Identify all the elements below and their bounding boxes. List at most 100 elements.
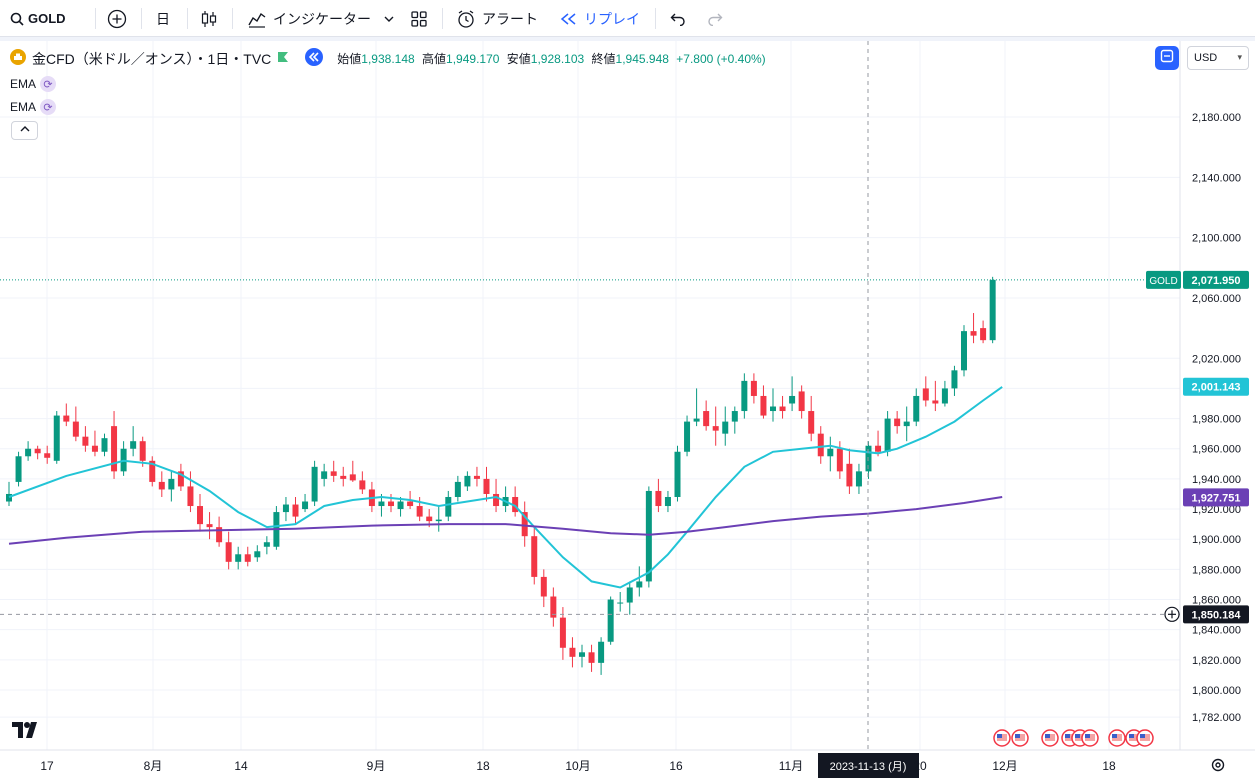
price-chart[interactable]: 2023-11-13 (月) 1,782.000 1,800.000 1,820.0… [0, 41, 1255, 782]
symbol-title[interactable]: 金CFD（米ドル／オンス）・1日・TVC [32, 50, 272, 67]
replay-button[interactable]: リプレイ [560, 0, 640, 37]
us-flag-event-icon[interactable] [993, 729, 1011, 747]
symbol-search-button[interactable]: GOLD [10, 0, 66, 37]
divider [187, 8, 188, 29]
candle-up [130, 441, 137, 449]
candle-up [235, 554, 242, 562]
divider [232, 8, 233, 29]
candle-up [464, 475, 471, 487]
candle-down [779, 406, 786, 412]
auto-scale-button[interactable] [1155, 46, 1179, 70]
price-label-box [1183, 605, 1249, 624]
price-label-box [1183, 488, 1249, 507]
open-label: 始値 [337, 52, 362, 66]
candle-up [25, 448, 32, 457]
redo-button[interactable] [707, 0, 723, 37]
price-tick-label: 1,940.000 [1192, 474, 1241, 486]
candle-up [684, 421, 691, 452]
compare-button[interactable] [107, 0, 127, 37]
ema-legend-2[interactable]: EMA ⟳ [10, 99, 57, 115]
candle-up [961, 331, 967, 371]
candle-up [913, 395, 920, 422]
indicators-icon [247, 9, 267, 29]
candle-up [855, 471, 862, 487]
candle-up [397, 501, 404, 510]
divider [442, 8, 443, 29]
price-tick-label: 1,980.000 [1192, 414, 1241, 426]
chart-type-button[interactable] [200, 0, 218, 37]
price-label-box [1183, 270, 1249, 289]
price-label-value: 2,001.143 [1192, 382, 1241, 394]
candle-down [139, 441, 146, 461]
time-tick-label: 9月 [367, 759, 386, 773]
candle-up [168, 478, 175, 490]
candle-up [263, 542, 270, 547]
candle-down [559, 617, 566, 648]
candle-down [292, 504, 299, 517]
divider [655, 8, 656, 29]
us-flag-event-icon[interactable] [1136, 729, 1154, 747]
candle-up [789, 395, 796, 404]
candle-down [760, 395, 767, 416]
candle-down [483, 478, 490, 494]
candle-down [34, 448, 41, 454]
candle-up [302, 501, 309, 510]
tradingview-logo[interactable] [12, 720, 44, 745]
collapse-legend-button[interactable] [11, 121, 38, 140]
candle-down [569, 647, 576, 657]
time-tick-label: 11月 [779, 759, 803, 773]
candle-down [808, 411, 815, 434]
indicators-button[interactable]: インジケーター [247, 0, 371, 37]
candle-down [932, 400, 939, 404]
candle-up [579, 652, 585, 657]
us-flag-event-icon[interactable] [1011, 729, 1029, 747]
candle-down [750, 380, 757, 396]
candle-up [827, 448, 834, 457]
plus-circle-icon [107, 9, 127, 29]
low-value: 1,928.103 [530, 52, 585, 66]
candles [6, 276, 996, 675]
interval-button[interactable]: 日 [156, 0, 170, 37]
price-tick-label: 1,782.000 [1192, 712, 1241, 724]
currency-label: USD [1194, 52, 1218, 64]
time-tick-label: 17 [40, 759, 54, 773]
candle-down [493, 493, 500, 507]
candle-down [846, 463, 853, 487]
ema-legend-1[interactable]: EMA ⟳ [10, 76, 57, 92]
candle-down [875, 445, 882, 452]
candle-down [655, 490, 662, 507]
layout-button[interactable] [410, 0, 428, 37]
toolbar-gap [0, 37, 1255, 41]
price-tick-label: 2,140.000 [1192, 172, 1241, 184]
alert-button[interactable]: アラート [456, 0, 538, 37]
candle-down [712, 426, 719, 431]
us-flag-event-icon[interactable] [1041, 729, 1059, 747]
time-tick-label: 18 [476, 759, 490, 773]
candle-up [454, 481, 461, 497]
candle-down [894, 418, 901, 427]
us-flag-event-icon[interactable] [1081, 729, 1099, 747]
candle-down [970, 331, 977, 336]
candle-down [349, 474, 356, 481]
symbol-tag-box [1146, 270, 1181, 289]
candle-down [149, 460, 156, 482]
price-tick-label: 1,900.000 [1192, 534, 1241, 546]
undo-button[interactable] [670, 0, 686, 37]
economic-events[interactable] [993, 729, 1154, 747]
replay-badge-icon[interactable] [305, 48, 324, 69]
time-tick-label: 8月 [144, 759, 163, 773]
top-toolbar: GOLD 日 インジケーター アラート [0, 0, 1255, 37]
candle-down [111, 426, 118, 472]
candle-up [598, 641, 605, 663]
candle-down [416, 506, 423, 517]
divider [141, 8, 142, 29]
templates-dropdown[interactable] [383, 0, 395, 37]
us-flag-event-icon[interactable] [1108, 729, 1126, 747]
candle-down [588, 652, 595, 663]
currency-select[interactable]: USD ▾ [1187, 46, 1249, 70]
price-tick-label: 1,920.000 [1192, 504, 1241, 516]
price-labels: 2,071.950 GOLD 2,001.143 1,927.751 1,850.184 [1146, 270, 1249, 624]
candle-up [6, 493, 12, 502]
close-value: 1,945.948 [615, 52, 669, 66]
gear-icon[interactable] [1210, 757, 1226, 778]
